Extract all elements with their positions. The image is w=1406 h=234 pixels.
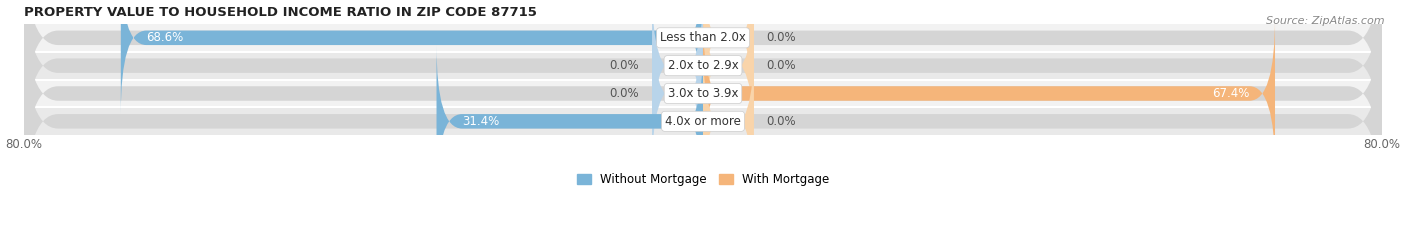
FancyBboxPatch shape (121, 0, 703, 114)
Text: 0.0%: 0.0% (766, 31, 796, 44)
Legend: Without Mortgage, With Mortgage: Without Mortgage, With Mortgage (572, 168, 834, 191)
FancyBboxPatch shape (703, 0, 754, 142)
FancyBboxPatch shape (703, 0, 754, 114)
FancyBboxPatch shape (24, 0, 1382, 170)
Text: 4.0x or more: 4.0x or more (665, 115, 741, 128)
Text: 3.0x to 3.9x: 3.0x to 3.9x (668, 87, 738, 100)
FancyBboxPatch shape (703, 17, 1275, 170)
FancyBboxPatch shape (652, 17, 703, 170)
FancyBboxPatch shape (24, 17, 1382, 225)
Text: 0.0%: 0.0% (610, 59, 640, 72)
FancyBboxPatch shape (24, 0, 1382, 197)
Bar (24, 24, 1382, 52)
Text: 31.4%: 31.4% (463, 115, 499, 128)
FancyBboxPatch shape (703, 45, 754, 197)
FancyBboxPatch shape (652, 0, 703, 142)
Text: 0.0%: 0.0% (766, 59, 796, 72)
Bar (24, 80, 1382, 107)
FancyBboxPatch shape (24, 0, 1382, 142)
Bar (24, 107, 1382, 135)
Text: 0.0%: 0.0% (610, 87, 640, 100)
Text: PROPERTY VALUE TO HOUSEHOLD INCOME RATIO IN ZIP CODE 87715: PROPERTY VALUE TO HOUSEHOLD INCOME RATIO… (24, 6, 537, 18)
FancyBboxPatch shape (436, 45, 703, 197)
Text: 2.0x to 2.9x: 2.0x to 2.9x (668, 59, 738, 72)
Text: Source: ZipAtlas.com: Source: ZipAtlas.com (1267, 16, 1385, 26)
Text: Less than 2.0x: Less than 2.0x (659, 31, 747, 44)
Text: 67.4%: 67.4% (1212, 87, 1250, 100)
Text: 0.0%: 0.0% (766, 115, 796, 128)
Bar (24, 52, 1382, 80)
Text: 68.6%: 68.6% (146, 31, 184, 44)
